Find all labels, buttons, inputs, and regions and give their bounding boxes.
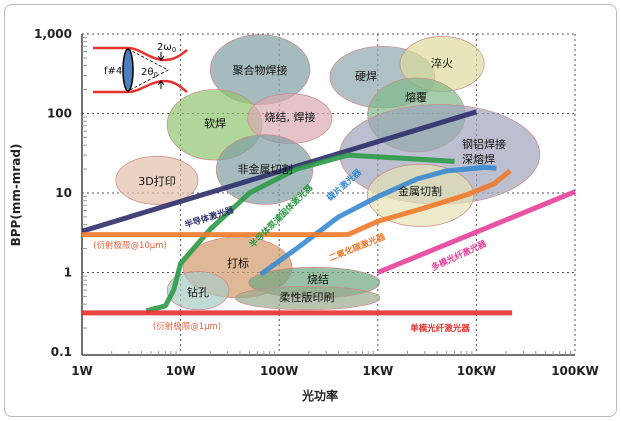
x-tick-label: 1KW [362, 364, 393, 378]
x-tick-label: 10KW [457, 364, 496, 378]
region-label: 熔覆 [405, 90, 427, 104]
x-tick-label: 10W [166, 364, 196, 378]
series-line [376, 189, 576, 275]
region-label: 烧结 [307, 273, 329, 286]
region-label: 非金属切割 [238, 162, 293, 176]
diffraction-limit-1um-label: (衍射极限@1μm) [153, 321, 221, 332]
lens-inset: f#4 2ω0 2θ0 [93, 42, 188, 94]
x-tick-label: 100W [260, 364, 298, 378]
region-ellipse [115, 155, 199, 205]
x-tick-label: 100KW [551, 364, 599, 378]
waist-arrows-icon [157, 52, 165, 89]
beam-bottom [93, 79, 188, 94]
chart-frame [4, 4, 617, 417]
region-label: 3D打印 [138, 174, 175, 188]
region-label: 打标 [227, 256, 249, 270]
x-tick-label: 1W [71, 364, 93, 378]
region-label: 柔性版印刷 [280, 290, 335, 304]
focus-cone [127, 48, 169, 92]
x-axis-label: 光功率 [301, 388, 338, 403]
y-tick-label: 10 [55, 186, 72, 200]
lens-f-number-label: f#4 [104, 66, 122, 77]
y-tick-label: 1,000 [34, 27, 72, 41]
region-label: 钻孔 [187, 285, 209, 299]
waist-label: 2ω0 [157, 42, 176, 54]
region-label: 硬焊 [355, 69, 377, 83]
region-label: 软焊 [204, 116, 226, 130]
region-ellipse [215, 134, 314, 205]
y-tick-label: 1 [64, 266, 72, 280]
series-line [259, 164, 497, 277]
series-line [81, 109, 478, 234]
series-line [82, 168, 512, 238]
y-tick-label: 0.1 [51, 345, 72, 359]
region-label: 烧结, 焊接 [265, 110, 316, 124]
region-label: 聚合物焊接 [233, 63, 288, 77]
region-ellipse [235, 285, 381, 311]
y-tick-label: 100 [47, 107, 72, 121]
region-ellipse [366, 163, 475, 227]
region-label: 淬火 [431, 56, 453, 70]
series-label: 单模光纤激光器 [410, 323, 470, 334]
beam-top [93, 46, 188, 62]
angle-label: 2θ0 [141, 67, 158, 79]
series-line [145, 152, 455, 314]
region-ellipse [166, 271, 230, 311]
lens-icon [122, 48, 134, 92]
diffraction-limit-10um-label: (衍射极限@10μm) [93, 240, 167, 251]
region-label: 金属切割 [398, 184, 442, 198]
y-axis-label: BPP(mm-mrad) [9, 144, 23, 247]
region-label: 钢铝焊接深熔焊 [462, 137, 506, 166]
series-label: 多模光纤激光器 [430, 238, 489, 273]
series-label: 碟片激光器 [325, 167, 364, 204]
